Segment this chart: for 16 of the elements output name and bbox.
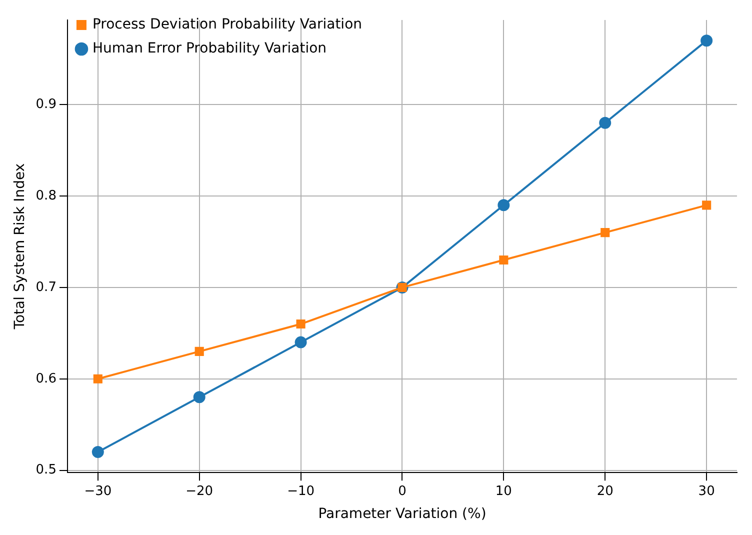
y-tick-label: 0.5: [36, 462, 56, 478]
y-axis-title: Total System Risk Index: [12, 163, 28, 330]
x-axis-title: Parameter Variation (%): [318, 506, 486, 522]
x-tick-label: −10: [287, 484, 315, 499]
y-tick-label: 0.9: [36, 96, 56, 112]
legend-label: Human Error Probability Variation: [92, 40, 327, 57]
x-tick-label: −30: [84, 484, 112, 499]
x-tick-label: 30: [698, 484, 715, 499]
legend-label: Process Deviation Probability Variation: [92, 16, 362, 33]
x-tick-label: 10: [495, 484, 512, 499]
x-tick-label: 20: [596, 484, 614, 499]
y-tick-label: 0.6: [36, 371, 56, 386]
y-tick-label: 0.7: [36, 280, 56, 295]
x-tick-label: −20: [186, 484, 214, 499]
y-tick-label: 0.8: [36, 188, 56, 204]
x-tick-label: 0: [398, 484, 406, 499]
